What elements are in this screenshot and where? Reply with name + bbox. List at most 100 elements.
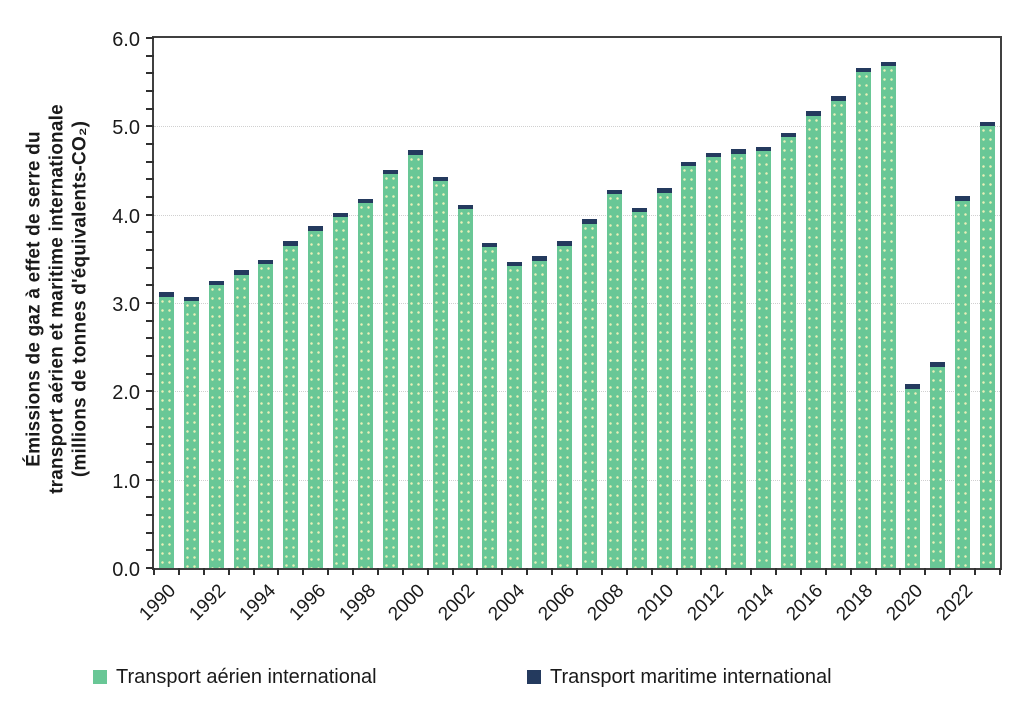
bar-air-2008 — [606, 194, 622, 568]
x-axis-tick — [227, 568, 230, 575]
bar-air-2017 — [830, 100, 846, 568]
y-axis-tick — [146, 355, 154, 357]
x-axis-tick — [999, 568, 1001, 575]
y-axis-tick — [146, 425, 154, 428]
legend-item-maritime: Transport maritime international — [527, 665, 832, 689]
y-axis-tick — [146, 443, 154, 446]
y-axis-tick — [146, 549, 154, 552]
bar-maritime-2007 — [581, 219, 597, 224]
y-axis-tick — [146, 514, 154, 516]
x-axis-tick — [426, 568, 429, 575]
bar-maritime-2003 — [482, 242, 498, 248]
legend-item-air: Transport aérien international — [93, 665, 377, 689]
bar-maritime-2019 — [880, 61, 896, 67]
x-axis-tick — [177, 568, 180, 575]
bar-air-1997 — [333, 217, 349, 568]
bar-air-2005 — [532, 260, 548, 568]
x-axis-tick — [576, 568, 578, 575]
bar-maritime-2014 — [756, 146, 772, 152]
bar-maritime-1999 — [382, 169, 398, 175]
bar-maritime-2004 — [507, 261, 523, 266]
y-axis-tick — [146, 496, 154, 499]
bar-maritime-2000 — [407, 150, 423, 155]
bar-maritime-2006 — [557, 241, 573, 246]
x-axis-tick — [600, 568, 603, 575]
bar-air-2004 — [507, 265, 523, 568]
legend: Transport aérien international Transport… — [0, 665, 1024, 695]
bar-air-2013 — [731, 153, 747, 568]
x-axis-tick — [451, 568, 454, 575]
bar-air-2006 — [557, 245, 573, 568]
bar-maritime-1991 — [183, 296, 199, 302]
y-axis-tick — [146, 478, 154, 481]
x-axis-tick — [376, 568, 379, 575]
bar-maritime-2011 — [681, 161, 697, 167]
bar-air-1995 — [283, 245, 299, 568]
y-axis-tick — [146, 160, 154, 163]
legend-label-maritime: Transport maritime international — [550, 666, 832, 688]
x-axis-tick — [725, 568, 728, 575]
x-axis-tick — [551, 568, 554, 575]
bar-air-1999 — [382, 174, 398, 568]
x-axis-tick — [924, 568, 927, 575]
x-axis-tick — [849, 568, 852, 575]
x-axis-tick — [675, 568, 678, 575]
bar-air-1993 — [233, 274, 249, 568]
bar-air-2020 — [905, 388, 921, 568]
bar-air-2023 — [980, 126, 996, 568]
x-axis-tick — [153, 568, 155, 575]
bar-air-2001 — [432, 181, 448, 568]
y-axis-title-line-1: Émissions de gaz à effet de serre du — [23, 131, 45, 467]
x-axis-tick — [202, 568, 205, 575]
bar-air-2002 — [457, 209, 473, 568]
bar-maritime-1994 — [258, 259, 274, 265]
bar-maritime-2022 — [955, 196, 971, 201]
y-axis-tick — [146, 72, 154, 75]
y-axis-tick — [146, 408, 154, 410]
x-axis-tick — [750, 568, 753, 575]
bar-maritime-1992 — [208, 280, 224, 286]
x-axis-tick — [949, 568, 952, 575]
x-axis-tick — [526, 568, 529, 575]
y-axis-tick — [146, 390, 154, 393]
bar-maritime-2008 — [606, 189, 622, 195]
bar-maritime-2021 — [930, 362, 946, 367]
x-axis-tick — [625, 568, 628, 575]
y-axis-tick — [146, 461, 154, 463]
x-axis-tick — [302, 568, 305, 575]
bar-air-2022 — [955, 200, 971, 568]
bar-maritime-1990 — [158, 292, 174, 297]
bar-air-1996 — [308, 230, 324, 568]
legend-label-air: Transport aérien international — [116, 666, 377, 688]
x-axis-tick — [252, 568, 255, 575]
y-tick-label-5.0: 5.0 — [112, 117, 140, 140]
y-axis-tick — [146, 196, 154, 198]
bar-maritime-2018 — [855, 68, 871, 73]
x-axis-tick — [277, 568, 280, 575]
bar-air-2021 — [930, 366, 946, 568]
y-axis-tick — [146, 125, 154, 128]
bar-maritime-2001 — [432, 176, 448, 182]
x-axis-tick — [650, 568, 653, 575]
y-axis-tick — [146, 249, 154, 251]
x-axis-tick — [899, 568, 902, 575]
gridline-5 — [154, 126, 1000, 128]
bar-air-1994 — [258, 264, 274, 568]
y-axis-tick — [146, 54, 154, 57]
bar-air-2011 — [681, 166, 697, 568]
bar-air-2010 — [656, 192, 672, 568]
gridline-2 — [154, 391, 1000, 393]
bar-maritime-2016 — [805, 111, 821, 116]
bar-maritime-2013 — [731, 149, 747, 154]
bar-maritime-2010 — [656, 188, 672, 193]
x-axis-tick — [874, 568, 877, 575]
y-axis-tick — [146, 567, 154, 569]
bar-air-1998 — [358, 203, 373, 568]
y-axis-tick — [146, 37, 154, 39]
y-tick-label-2.0: 2.0 — [112, 382, 140, 405]
plot-area — [152, 36, 1002, 570]
y-axis-tick — [146, 531, 154, 534]
bar-maritime-2017 — [830, 96, 846, 101]
bar-maritime-2002 — [457, 204, 473, 210]
